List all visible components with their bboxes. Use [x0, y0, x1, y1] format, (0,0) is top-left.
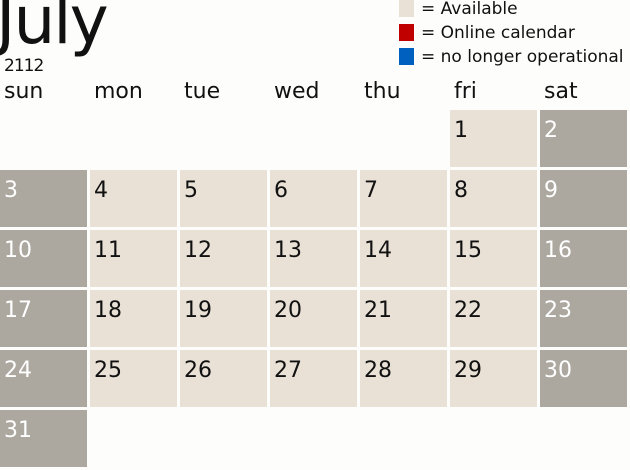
day-cell-18[interactable]: 18 — [90, 290, 177, 347]
legend-swatch — [399, 48, 414, 65]
day-number: 4 — [94, 178, 108, 203]
day-cell-19[interactable]: 19 — [180, 290, 267, 347]
legend-label: = Online calendar — [421, 23, 575, 43]
weekday-header-sat: sat — [544, 79, 578, 104]
day-cell-29[interactable]: 29 — [450, 350, 537, 407]
day-number: 28 — [364, 358, 392, 383]
weekday-header-sun: sun — [4, 79, 44, 104]
day-number: 22 — [454, 298, 482, 323]
day-number: 12 — [184, 238, 212, 263]
day-number: 9 — [544, 178, 558, 203]
day-cell-3[interactable]: 3 — [0, 170, 87, 227]
day-number: 18 — [94, 298, 122, 323]
day-number: 14 — [364, 238, 392, 263]
day-cell-15[interactable]: 15 — [450, 230, 537, 287]
day-cell-30[interactable]: 30 — [540, 350, 627, 407]
legend-swatch — [399, 0, 414, 17]
day-number: 6 — [274, 178, 288, 203]
day-number: 15 — [454, 238, 482, 263]
day-number: 1 — [454, 118, 468, 143]
day-cell-11[interactable]: 11 — [90, 230, 177, 287]
day-cell-23[interactable]: 23 — [540, 290, 627, 347]
day-cell-26[interactable]: 26 — [180, 350, 267, 407]
day-number: 25 — [94, 358, 122, 383]
day-cell-17[interactable]: 17 — [0, 290, 87, 347]
day-number: 8 — [454, 178, 468, 203]
day-number: 20 — [274, 298, 302, 323]
day-cell-7[interactable]: 7 — [360, 170, 447, 227]
day-cell-6[interactable]: 6 — [270, 170, 357, 227]
day-number: 24 — [4, 358, 32, 383]
day-number: 3 — [4, 178, 18, 203]
day-cell-27[interactable]: 27 — [270, 350, 357, 407]
legend-label: = no longer operational — [421, 47, 624, 67]
day-cell-2[interactable]: 2 — [540, 110, 627, 167]
day-cell-25[interactable]: 25 — [90, 350, 177, 407]
day-cell-22[interactable]: 22 — [450, 290, 537, 347]
day-cell-8[interactable]: 8 — [450, 170, 537, 227]
day-number: 17 — [4, 298, 32, 323]
day-cell-20[interactable]: 20 — [270, 290, 357, 347]
day-number: 11 — [94, 238, 122, 263]
day-number: 31 — [4, 418, 32, 443]
day-cell-16[interactable]: 16 — [540, 230, 627, 287]
legend-item: = Available — [399, 0, 518, 20]
day-number: 10 — [4, 238, 32, 263]
day-number: 7 — [364, 178, 378, 203]
day-number: 30 — [544, 358, 572, 383]
day-cell-5[interactable]: 5 — [180, 170, 267, 227]
day-number: 2 — [544, 118, 558, 143]
day-number: 27 — [274, 358, 302, 383]
day-cell-1[interactable]: 1 — [450, 110, 537, 167]
day-number: 29 — [454, 358, 482, 383]
day-cell-28[interactable]: 28 — [360, 350, 447, 407]
month-title: July — [0, 0, 109, 59]
legend-item: = no longer operational — [399, 48, 624, 68]
day-number: 16 — [544, 238, 572, 263]
day-cell-21[interactable]: 21 — [360, 290, 447, 347]
legend-item: = Online calendar — [399, 24, 575, 44]
day-cell-24[interactable]: 24 — [0, 350, 87, 407]
day-number: 21 — [364, 298, 392, 323]
day-number: 13 — [274, 238, 302, 263]
day-cell-10[interactable]: 10 — [0, 230, 87, 287]
day-number: 19 — [184, 298, 212, 323]
day-cell-13[interactable]: 13 — [270, 230, 357, 287]
day-cell-12[interactable]: 12 — [180, 230, 267, 287]
weekday-header-mon: mon — [94, 79, 143, 104]
day-cell-9[interactable]: 9 — [540, 170, 627, 227]
legend-label: = Available — [421, 0, 518, 19]
day-cell-4[interactable]: 4 — [90, 170, 177, 227]
day-number: 26 — [184, 358, 212, 383]
weekday-header-wed: wed — [274, 79, 320, 104]
day-cell-14[interactable]: 14 — [360, 230, 447, 287]
weekday-header-fri: fri — [454, 79, 477, 104]
weekday-header-thu: thu — [364, 79, 401, 104]
day-number: 23 — [544, 298, 572, 323]
day-cell-31[interactable]: 31 — [0, 410, 87, 467]
weekday-header-tue: tue — [184, 79, 221, 104]
legend-swatch — [399, 24, 414, 41]
day-number: 5 — [184, 178, 198, 203]
year-label: 2112 — [4, 56, 44, 76]
